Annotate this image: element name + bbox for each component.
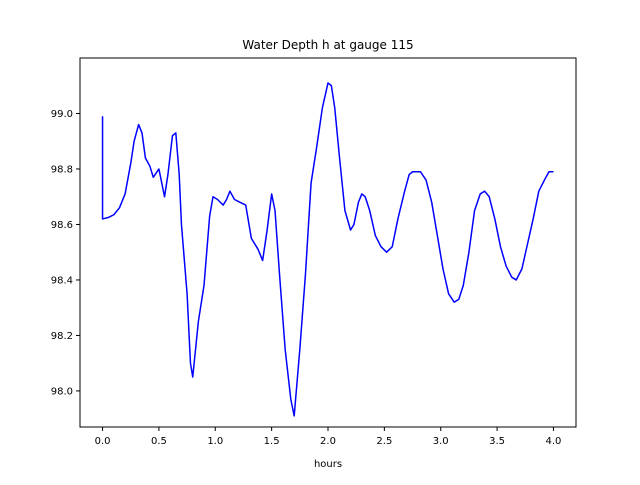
y-tick-label: 98.4 — [51, 275, 73, 286]
y-tick-label: 98.8 — [51, 164, 73, 175]
x-tick-label: 0.0 — [95, 436, 111, 447]
y-tick-label: 98.0 — [51, 386, 73, 397]
y-tick-label: 99.0 — [51, 109, 73, 120]
chart-title: Water Depth h at gauge 115 — [242, 38, 413, 52]
x-tick-label: 3.5 — [489, 436, 505, 447]
series-line-0 — [101, 82, 554, 417]
x-tick-label: 1.0 — [207, 436, 223, 447]
y-tick-label: 98.2 — [51, 331, 73, 342]
x-tick-label: 2.5 — [376, 436, 392, 447]
x-tick-label: 0.5 — [151, 436, 167, 447]
x-tick-label: 1.5 — [264, 436, 280, 447]
x-axis: 0.0 0.5 1.0 1.5 2.0 2.5 3.0 3.5 4.0 — [95, 427, 562, 447]
x-tick-label: 2.0 — [320, 436, 336, 447]
x-axis-label: hours — [314, 459, 342, 470]
y-tick-label: 98.6 — [51, 220, 73, 231]
plot-area — [101, 82, 554, 417]
x-tick-label: 3.0 — [433, 436, 449, 447]
x-tick-label: 4.0 — [546, 436, 562, 447]
y-axis: 98.0 98.2 98.4 98.6 98.8 99.0 — [51, 109, 80, 397]
